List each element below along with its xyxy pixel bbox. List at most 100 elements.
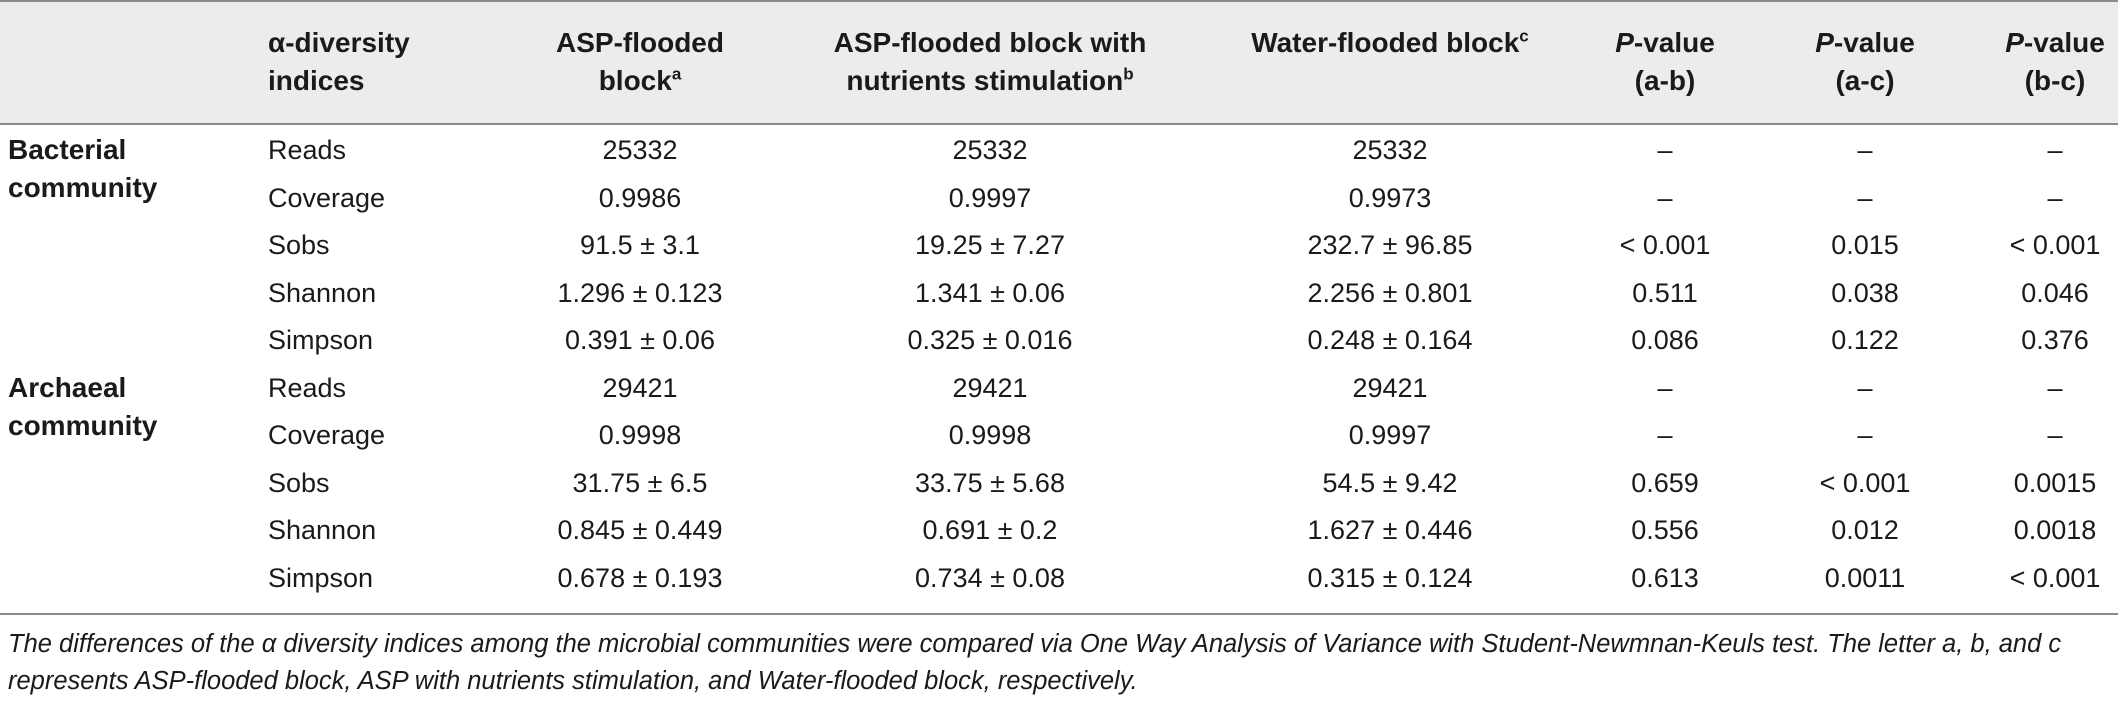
cell-asp-flooded: 31.75 ± 6.5 — [470, 460, 810, 508]
cell-water-flooded: 29421 — [1200, 365, 1580, 413]
cell-asp-nutrients: 0.691 ± 0.2 — [790, 507, 1190, 555]
header-pbc-line1: P-value — [1980, 24, 2118, 62]
cell-asp-nutrients: 0.734 ± 0.08 — [790, 555, 1190, 603]
header-p-ac: P-value (a-c) — [1790, 24, 1940, 100]
cell-asp-nutrients: 1.341 ± 0.06 — [790, 270, 1190, 318]
header-pac-line1: P-value — [1790, 24, 1940, 62]
header-pbc-p: P — [2005, 27, 2024, 58]
cell-p-bc: < 0.001 — [1980, 222, 2118, 270]
cell-p-ac: – — [1790, 127, 1940, 175]
cell-asp-flooded: 0.845 ± 0.449 — [470, 507, 810, 555]
cell-asp-flooded: 0.9998 — [470, 412, 810, 460]
cell-asp-flooded: 0.391 ± 0.06 — [470, 317, 810, 365]
cell-p-ac: – — [1790, 365, 1940, 413]
cell-p-bc: 0.0015 — [1980, 460, 2118, 508]
cell-p-ab: 0.086 — [1590, 317, 1740, 365]
cell-p-ac: < 0.001 — [1790, 460, 1940, 508]
header-indices: α-diversity indices — [268, 24, 468, 100]
header-water-sup: c — [1519, 27, 1528, 46]
cell-index: Simpson — [268, 555, 488, 603]
table-row: Sobs 31.75 ± 6.5 33.75 ± 5.68 54.5 ± 9.42 0.… — [0, 460, 2118, 508]
cell-water-flooded: 0.9973 — [1200, 175, 1580, 223]
header-aspn-sup: b — [1123, 65, 1133, 84]
header-indices-line1: α-diversity — [268, 24, 468, 62]
cell-p-ac: 0.038 — [1790, 270, 1940, 318]
table-row: Coverage 0.9986 0.9997 0.9973 – – – — [0, 175, 2118, 223]
cell-asp-nutrients: 0.325 ± 0.016 — [790, 317, 1190, 365]
header-aspn-line2-text: nutrients stimulation — [846, 65, 1123, 96]
table-row: Coverage 0.9998 0.9998 0.9997 – – – — [0, 412, 2118, 460]
cell-p-bc: – — [1980, 175, 2118, 223]
cell-p-ac: – — [1790, 175, 1940, 223]
header-asp-sup: a — [672, 65, 681, 84]
header-asp-nutrients: ASP-flooded block with nutrients stimula… — [790, 24, 1190, 100]
cell-water-flooded: 2.256 ± 0.801 — [1200, 270, 1580, 318]
table-row: Shannon 1.296 ± 0.123 1.341 ± 0.06 2.256 ± … — [0, 270, 2118, 318]
cell-p-ab: – — [1590, 412, 1740, 460]
cell-p-ab: 0.659 — [1590, 460, 1740, 508]
cell-water-flooded: 54.5 ± 9.42 — [1200, 460, 1580, 508]
cell-p-ab: – — [1590, 175, 1740, 223]
cell-asp-flooded: 25332 — [470, 127, 810, 175]
cell-asp-flooded: 0.678 ± 0.193 — [470, 555, 810, 603]
cell-asp-nutrients: 33.75 ± 5.68 — [790, 460, 1190, 508]
cell-index: Shannon — [268, 507, 488, 555]
header-pab-line1: P-value — [1590, 24, 1740, 62]
cell-p-bc: – — [1980, 127, 2118, 175]
cell-p-ac: 0.0011 — [1790, 555, 1940, 603]
header-pab-line2: (a-b) — [1590, 62, 1740, 100]
header-p-bc: P-value (b-c) — [1980, 24, 2118, 100]
cell-index: Reads — [268, 365, 488, 413]
cell-p-ac: 0.015 — [1790, 222, 1940, 270]
cell-asp-nutrients: 0.9997 — [790, 175, 1190, 223]
header-asp-line1: ASP-flooded — [470, 24, 810, 62]
cell-water-flooded: 232.7 ± 96.85 — [1200, 222, 1580, 270]
cell-p-ab: – — [1590, 127, 1740, 175]
cell-p-bc: – — [1980, 365, 2118, 413]
cell-asp-flooded: 0.9986 — [470, 175, 810, 223]
header-pab-suffix: -value — [1634, 27, 1715, 58]
cell-water-flooded: 25332 — [1200, 127, 1580, 175]
table-row: Simpson 0.678 ± 0.193 0.734 ± 0.08 0.315 ± … — [0, 555, 2118, 603]
header-water-flooded: Water-flooded blockc — [1200, 24, 1580, 62]
header-asp-line2: blocka — [470, 62, 810, 100]
table-body: Bacterial community Reads 25332 25332 25332 – –… — [0, 125, 2118, 615]
cell-water-flooded: 0.9997 — [1200, 412, 1580, 460]
header-pac-suffix: -value — [1834, 27, 1915, 58]
header-pac-line2: (a-c) — [1790, 62, 1940, 100]
cell-p-ab: < 0.001 — [1590, 222, 1740, 270]
cell-asp-flooded: 91.5 ± 3.1 — [470, 222, 810, 270]
cell-p-ab: 0.511 — [1590, 270, 1740, 318]
cell-p-ac: 0.122 — [1790, 317, 1940, 365]
cell-p-bc: 0.376 — [1980, 317, 2118, 365]
table-row: Reads 25332 25332 25332 – – – — [0, 127, 2118, 175]
cell-asp-nutrients: 25332 — [790, 127, 1190, 175]
table-row: Reads 29421 29421 29421 – – – — [0, 365, 2118, 413]
table-footnote: The differences of the α diversity indic… — [8, 626, 2108, 700]
cell-asp-nutrients: 0.9998 — [790, 412, 1190, 460]
header-aspn-line1: ASP-flooded block with — [790, 24, 1190, 62]
cell-index: Reads — [268, 127, 488, 175]
cell-p-ab: 0.556 — [1590, 507, 1740, 555]
cell-p-bc: – — [1980, 412, 2118, 460]
cell-index: Sobs — [268, 460, 488, 508]
table-header: α-diversity indices ASP-flooded blocka A… — [0, 0, 2118, 125]
header-pbc-line2: (b-c) — [1980, 62, 2118, 100]
cell-index: Simpson — [268, 317, 488, 365]
cell-p-ac: – — [1790, 412, 1940, 460]
header-water-line1: Water-flooded blockc — [1200, 24, 1580, 62]
cell-p-ab: – — [1590, 365, 1740, 413]
header-pac-p: P — [1815, 27, 1834, 58]
header-aspn-line2: nutrients stimulationb — [790, 62, 1190, 100]
cell-water-flooded: 0.315 ± 0.124 — [1200, 555, 1580, 603]
table-row: Shannon 0.845 ± 0.449 0.691 ± 0.2 1.627 ± 0… — [0, 507, 2118, 555]
cell-asp-nutrients: 19.25 ± 7.27 — [790, 222, 1190, 270]
cell-asp-nutrients: 29421 — [790, 365, 1190, 413]
cell-asp-flooded: 1.296 ± 0.123 — [470, 270, 810, 318]
cell-index: Sobs — [268, 222, 488, 270]
cell-p-bc: < 0.001 — [1980, 555, 2118, 603]
header-asp-flooded: ASP-flooded blocka — [470, 24, 810, 100]
cell-water-flooded: 1.627 ± 0.446 — [1200, 507, 1580, 555]
cell-p-bc: 0.0018 — [1980, 507, 2118, 555]
cell-p-bc: 0.046 — [1980, 270, 2118, 318]
